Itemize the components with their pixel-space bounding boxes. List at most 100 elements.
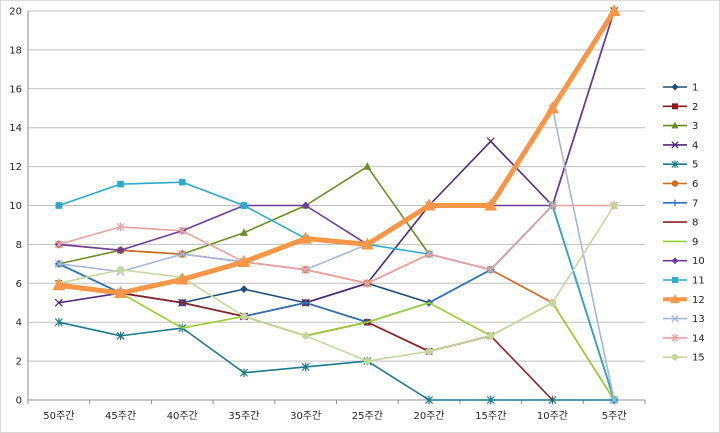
data-point xyxy=(484,198,498,211)
legend-item: 2 xyxy=(663,102,698,113)
data-point xyxy=(114,285,127,299)
legend-item: 10 xyxy=(663,256,705,267)
series-line xyxy=(58,204,615,362)
data-point xyxy=(116,331,125,341)
data-point xyxy=(487,332,495,340)
data-point xyxy=(610,395,619,405)
series-line xyxy=(58,204,615,285)
legend-label: 13 xyxy=(692,314,705,325)
legend-item: 8 xyxy=(663,218,698,229)
legend-marker xyxy=(671,353,679,361)
data-point xyxy=(548,299,557,307)
y-tick-label: 16 xyxy=(9,84,22,95)
data-point xyxy=(178,178,186,186)
data-point xyxy=(607,3,621,17)
data-point xyxy=(178,250,187,259)
data-point xyxy=(548,201,557,210)
y-tick-label: 18 xyxy=(9,45,22,56)
data-point xyxy=(178,226,187,236)
legend-label: 4 xyxy=(692,140,698,151)
y-tick-label: 8 xyxy=(16,240,22,251)
y-tick-label: 12 xyxy=(9,162,22,173)
legend-marker xyxy=(671,180,679,187)
data-point xyxy=(425,395,434,405)
legend-item: 1 xyxy=(663,83,698,94)
y-tick-label: 0 xyxy=(16,396,22,407)
data-point xyxy=(302,299,310,307)
legend-marker xyxy=(671,121,679,129)
data-point xyxy=(239,228,248,236)
data-point xyxy=(301,362,310,372)
legend-label: 8 xyxy=(692,218,698,229)
legend-item: 4 xyxy=(663,140,698,151)
y-tick-label: 4 xyxy=(16,318,22,329)
x-tick-label: 30주간 xyxy=(290,410,321,422)
x-tick-label: 40주간 xyxy=(167,410,198,422)
data-point xyxy=(239,368,248,378)
legend-marker xyxy=(672,277,678,283)
data-point xyxy=(175,272,189,285)
legend-item: 13 xyxy=(663,314,705,325)
x-tick-label: 25주간 xyxy=(352,410,383,422)
data-point xyxy=(116,222,125,232)
data-point xyxy=(54,298,63,307)
data-point xyxy=(422,198,436,211)
legend-label: 11 xyxy=(692,276,705,287)
data-point xyxy=(486,137,495,146)
legend-marker xyxy=(671,257,679,265)
legend-marker xyxy=(671,160,679,169)
data-point xyxy=(425,249,434,259)
data-point xyxy=(546,101,559,114)
data-point xyxy=(363,357,372,365)
data-point xyxy=(54,317,63,327)
legend-item: 12 xyxy=(663,293,705,306)
data-point xyxy=(363,162,372,170)
legend-item: 11 xyxy=(663,276,705,287)
legend-label: 14 xyxy=(692,333,705,344)
x-tick-label: 15주간 xyxy=(475,410,506,422)
data-point xyxy=(54,240,63,249)
data-point xyxy=(116,246,125,255)
data-point xyxy=(486,265,495,275)
legend-item: 7 xyxy=(663,198,698,209)
legend-marker xyxy=(671,314,679,323)
x-tick-label: 45주간 xyxy=(105,410,136,422)
x-tick-label: 50주간 xyxy=(43,410,74,422)
data-point xyxy=(610,201,618,210)
data-point xyxy=(301,265,310,275)
data-point xyxy=(52,278,66,291)
legend-label: 7 xyxy=(692,198,698,209)
data-point xyxy=(239,285,248,294)
x-tick-label: 20주간 xyxy=(413,410,444,422)
legend-marker xyxy=(671,141,679,149)
x-tick-label: 10주간 xyxy=(537,410,568,422)
legend-item: 9 xyxy=(663,237,698,248)
legend-label: 6 xyxy=(692,179,698,190)
series-line xyxy=(58,10,615,252)
legend-item: 14 xyxy=(663,333,705,344)
y-tick-label: 2 xyxy=(16,357,22,368)
data-point xyxy=(117,180,124,188)
legend-item: 6 xyxy=(663,179,698,190)
series-line xyxy=(56,8,617,296)
legend-label: 3 xyxy=(692,121,698,132)
legend-item: 15 xyxy=(663,353,705,364)
data-point xyxy=(240,312,248,321)
data-point xyxy=(299,231,313,244)
series-lines xyxy=(52,3,621,405)
legend-marker xyxy=(671,334,679,342)
gridlines xyxy=(28,10,645,362)
data-point xyxy=(301,201,310,210)
legend-item: 3 xyxy=(663,121,698,132)
legend-label: 2 xyxy=(692,102,698,113)
data-point xyxy=(54,259,63,268)
legend-marker xyxy=(672,103,678,110)
data-point xyxy=(363,278,372,288)
legend-label: 9 xyxy=(692,237,698,248)
legend-label: 1 xyxy=(692,83,698,94)
legend-label: 15 xyxy=(692,353,705,364)
legend-label: 5 xyxy=(692,160,698,171)
